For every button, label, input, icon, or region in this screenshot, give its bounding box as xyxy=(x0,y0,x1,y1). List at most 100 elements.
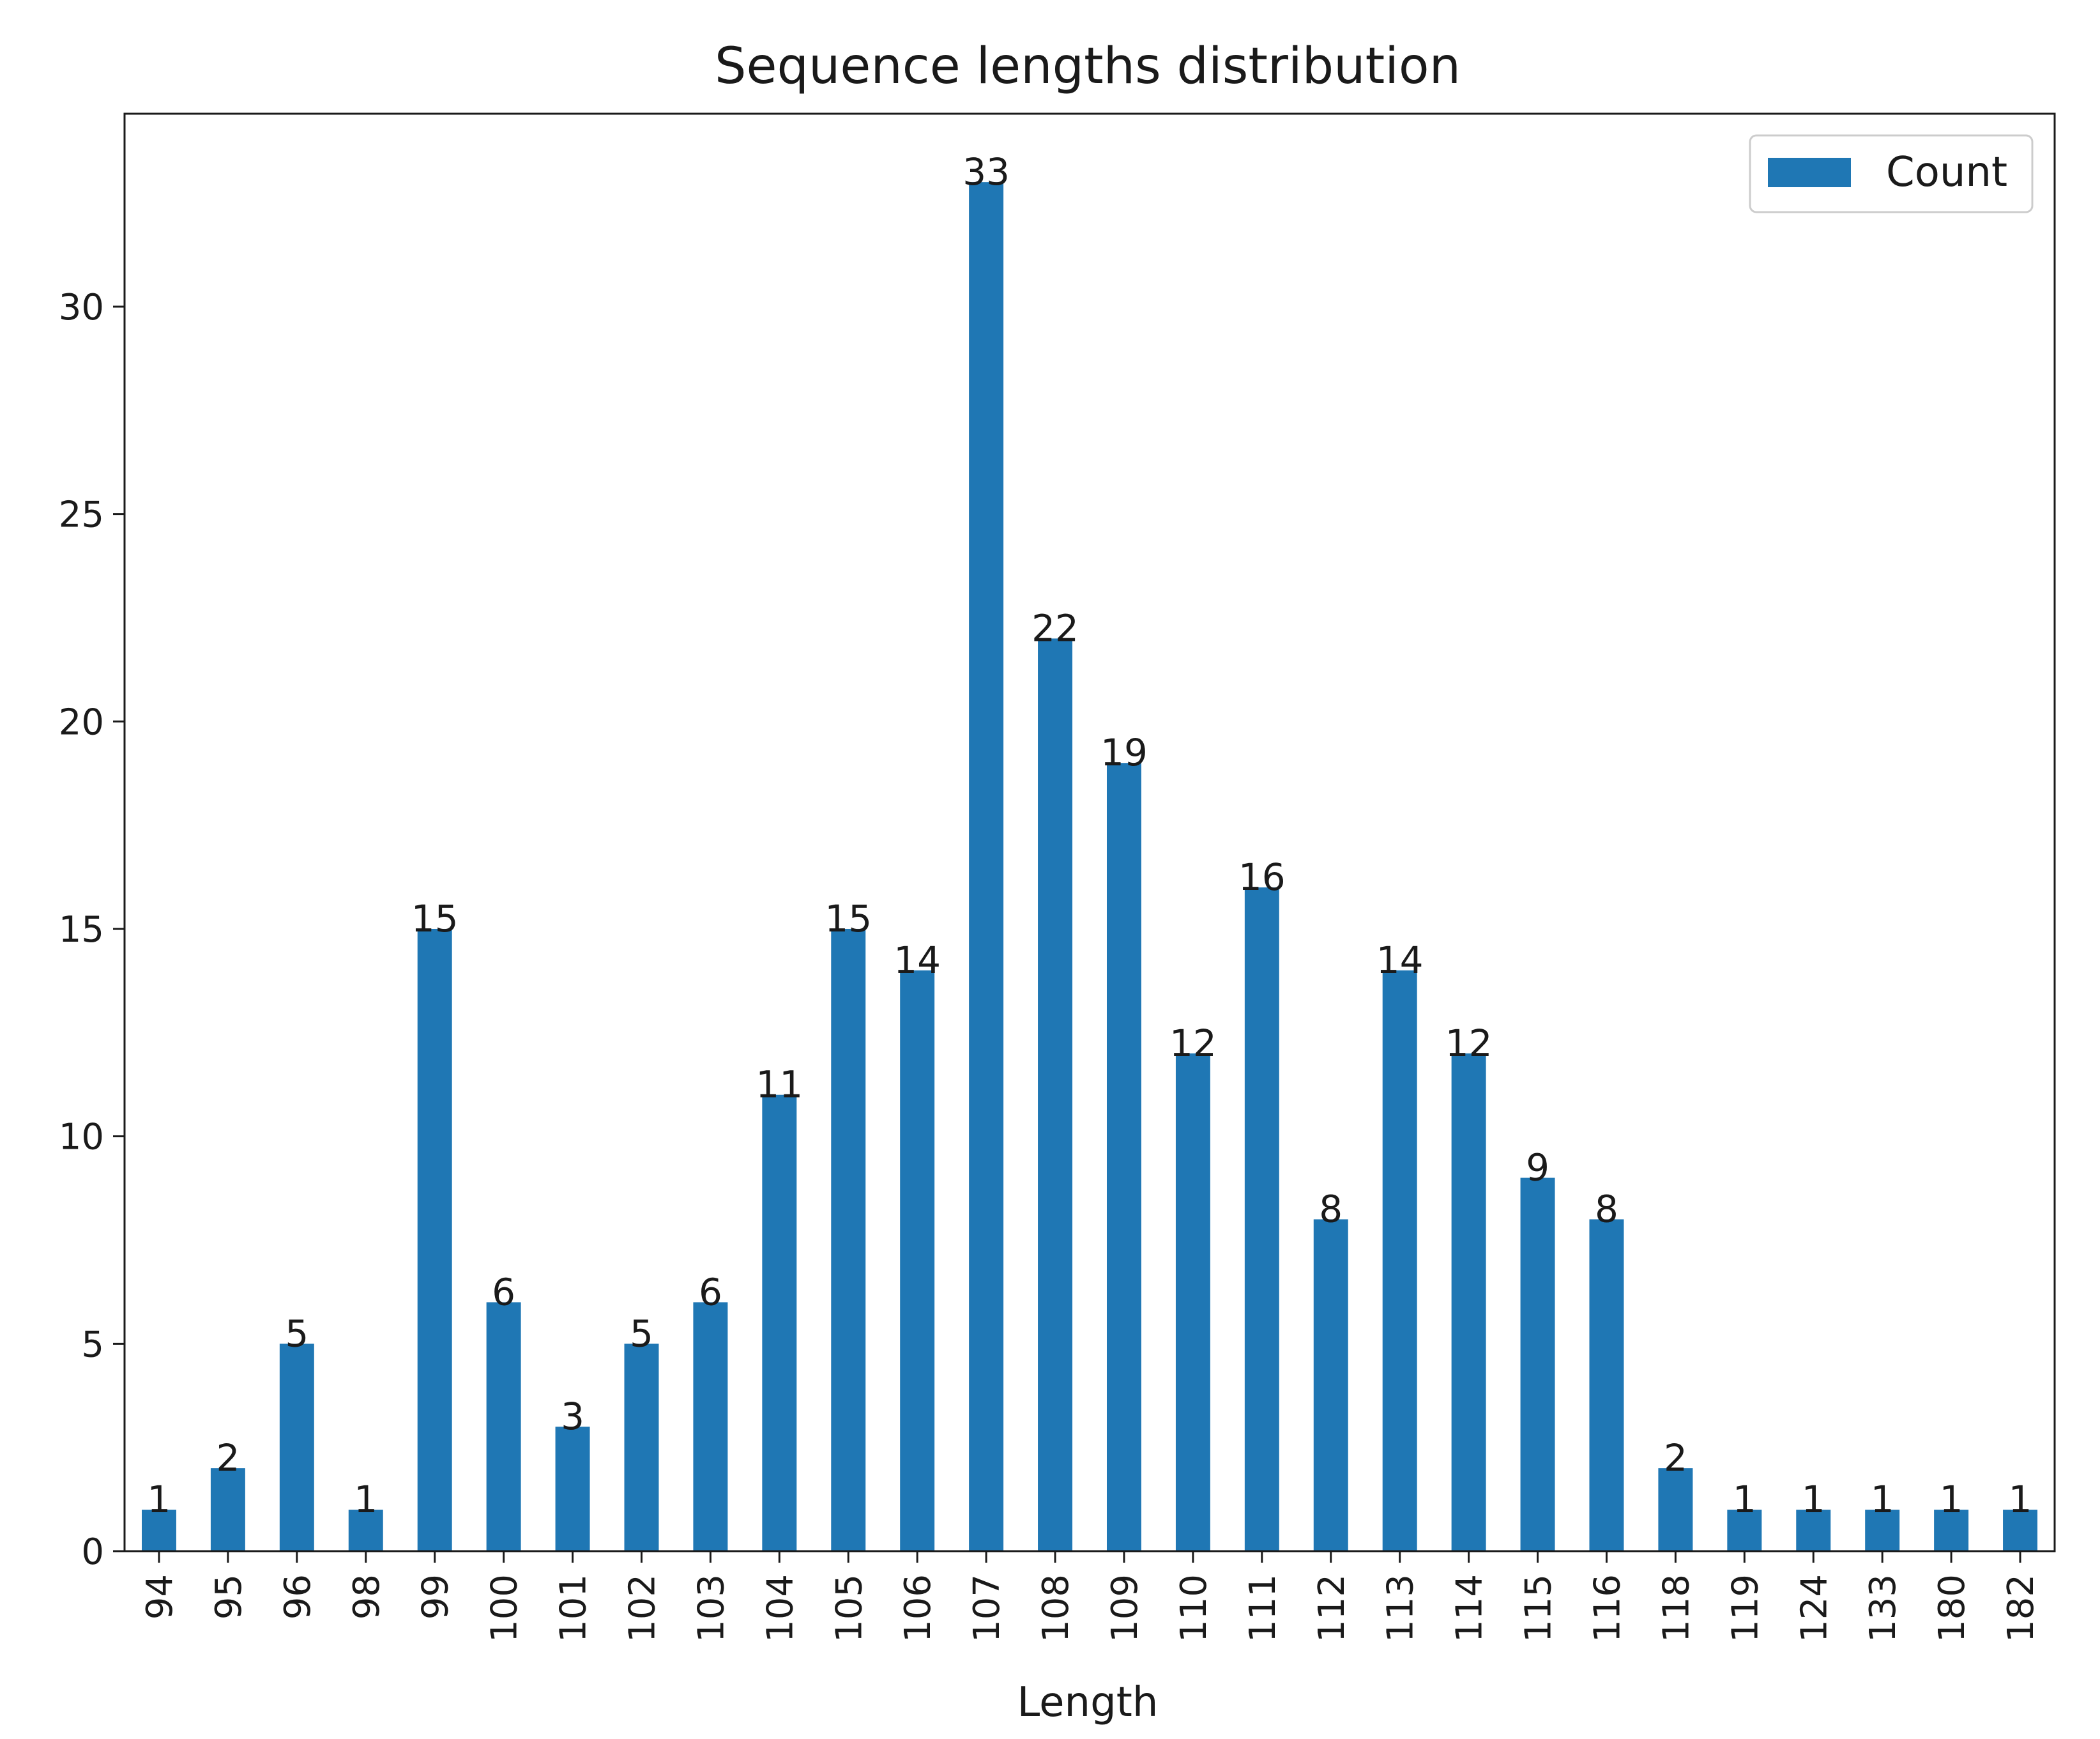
x-tick-label: 112 xyxy=(1311,1574,1353,1643)
legend: Count xyxy=(1749,134,2034,213)
legend-box xyxy=(1749,134,2034,213)
x-tick-label: 111 xyxy=(1242,1574,1284,1643)
bar xyxy=(1382,970,1417,1551)
y-tick-label: 10 xyxy=(59,1117,104,1158)
x-tick-label: 106 xyxy=(897,1574,939,1643)
bar-value-label: 2 xyxy=(216,1436,240,1480)
bar xyxy=(969,182,1004,1552)
bar xyxy=(900,970,935,1551)
bar xyxy=(2003,1510,2038,1551)
x-tick-label: 95 xyxy=(208,1574,250,1620)
x-tick-label: 119 xyxy=(1724,1574,1766,1643)
bar-value-label: 9 xyxy=(1526,1146,1549,1190)
x-tick-label: 94 xyxy=(139,1574,181,1620)
bar-value-label: 1 xyxy=(1940,1478,1963,1521)
plot-area xyxy=(125,114,2055,1551)
bar xyxy=(348,1510,383,1551)
bar-value-label: 1 xyxy=(1733,1478,1756,1521)
x-tick-label: 113 xyxy=(1380,1574,1422,1643)
bar xyxy=(210,1468,245,1551)
x-axis: 94 95 96 98 99 100 101 102 103 104 105 106 107 108 109… xyxy=(139,1551,2042,1643)
y-tick-label: 25 xyxy=(59,494,104,536)
bar-value-label: 1 xyxy=(2009,1478,2032,1521)
x-tick-label: 110 xyxy=(1173,1574,1215,1643)
bar xyxy=(486,1302,521,1551)
bar-value-label: 1 xyxy=(1802,1478,1825,1521)
bar xyxy=(141,1510,176,1551)
bar-value-label: 6 xyxy=(492,1270,515,1314)
bar-value-label: 14 xyxy=(894,938,941,982)
x-tick-label: 118 xyxy=(1655,1574,1697,1643)
bar-value-label: 5 xyxy=(285,1312,308,1355)
x-tick-label: 105 xyxy=(828,1574,870,1643)
bar-value-label: 1 xyxy=(354,1478,377,1521)
bar-value-label: 2 xyxy=(1664,1436,1687,1480)
bar xyxy=(1658,1468,1693,1551)
y-tick-label: 20 xyxy=(59,701,104,743)
x-tick-label: 180 xyxy=(1931,1574,1973,1643)
x-tick-label: 116 xyxy=(1586,1574,1628,1643)
x-tick-label: 133 xyxy=(1862,1574,1904,1643)
bar-value-label: 1 xyxy=(1871,1478,1894,1521)
bar-value-label: 15 xyxy=(825,897,872,940)
plot-frame xyxy=(123,112,2056,1552)
y-tick-label: 30 xyxy=(59,287,104,328)
bar xyxy=(1451,1053,1486,1551)
bar xyxy=(1934,1510,1969,1551)
x-tick-label: 109 xyxy=(1104,1574,1146,1643)
x-tick-label: 101 xyxy=(553,1574,595,1643)
x-tick-label: 115 xyxy=(1518,1574,1560,1643)
x-tick-label: 99 xyxy=(415,1574,457,1620)
bar-value-label: 12 xyxy=(1169,1022,1217,1065)
y-tick-label: 15 xyxy=(59,909,104,951)
bar xyxy=(624,1344,659,1551)
bar xyxy=(417,928,452,1551)
x-axis-label: Length xyxy=(1017,1679,1159,1726)
bar xyxy=(279,1344,314,1551)
bar xyxy=(1589,1219,1624,1551)
bar-value-label: 8 xyxy=(1319,1188,1343,1231)
bar-value-label: 1 xyxy=(148,1478,171,1521)
bar xyxy=(1175,1053,1210,1551)
bar-value-label: 22 xyxy=(1031,606,1079,650)
legend-swatch-count xyxy=(1768,158,1851,187)
bar xyxy=(1727,1510,1762,1551)
bar-value-label: 6 xyxy=(699,1270,722,1314)
bar-series-count xyxy=(141,182,2038,1552)
bar-value-label: 15 xyxy=(411,897,459,940)
bar xyxy=(1313,1219,1348,1551)
bar-value-label: 19 xyxy=(1100,731,1148,774)
bar xyxy=(1244,887,1279,1551)
x-tick-label: 124 xyxy=(1793,1574,1835,1643)
x-tick-label: 104 xyxy=(759,1574,801,1643)
bar-value-label: 14 xyxy=(1376,938,1424,982)
x-tick-label: 108 xyxy=(1035,1574,1077,1643)
x-tick-label: 114 xyxy=(1449,1574,1491,1643)
bar-value-label: 33 xyxy=(963,150,1010,194)
x-tick-label: 102 xyxy=(621,1574,663,1643)
bar-value-label: 3 xyxy=(561,1395,584,1438)
bar xyxy=(1038,638,1073,1551)
x-tick-label: 182 xyxy=(2000,1574,2042,1643)
bar-value-label: 5 xyxy=(630,1312,653,1355)
x-tick-label: 96 xyxy=(277,1574,319,1620)
x-tick-label: 107 xyxy=(966,1574,1008,1643)
y-tick-label: 5 xyxy=(81,1324,104,1365)
y-tick-label: 0 xyxy=(81,1531,104,1573)
x-tick-label: 103 xyxy=(690,1574,732,1643)
bar xyxy=(1520,1177,1555,1551)
bar xyxy=(1865,1510,1900,1551)
bar-value-label: 16 xyxy=(1238,855,1286,899)
x-tick-label: 100 xyxy=(484,1574,526,1643)
y-axis: 0 5 10 15 20 25 30 xyxy=(59,287,125,1573)
bar-value-label: 8 xyxy=(1595,1188,1618,1231)
bar xyxy=(831,928,866,1551)
bar-value-label: 11 xyxy=(756,1063,803,1107)
bar xyxy=(762,1094,797,1551)
x-tick-label: 98 xyxy=(346,1574,388,1620)
bar xyxy=(1796,1510,1831,1551)
bar xyxy=(693,1302,728,1551)
bar xyxy=(555,1427,590,1551)
